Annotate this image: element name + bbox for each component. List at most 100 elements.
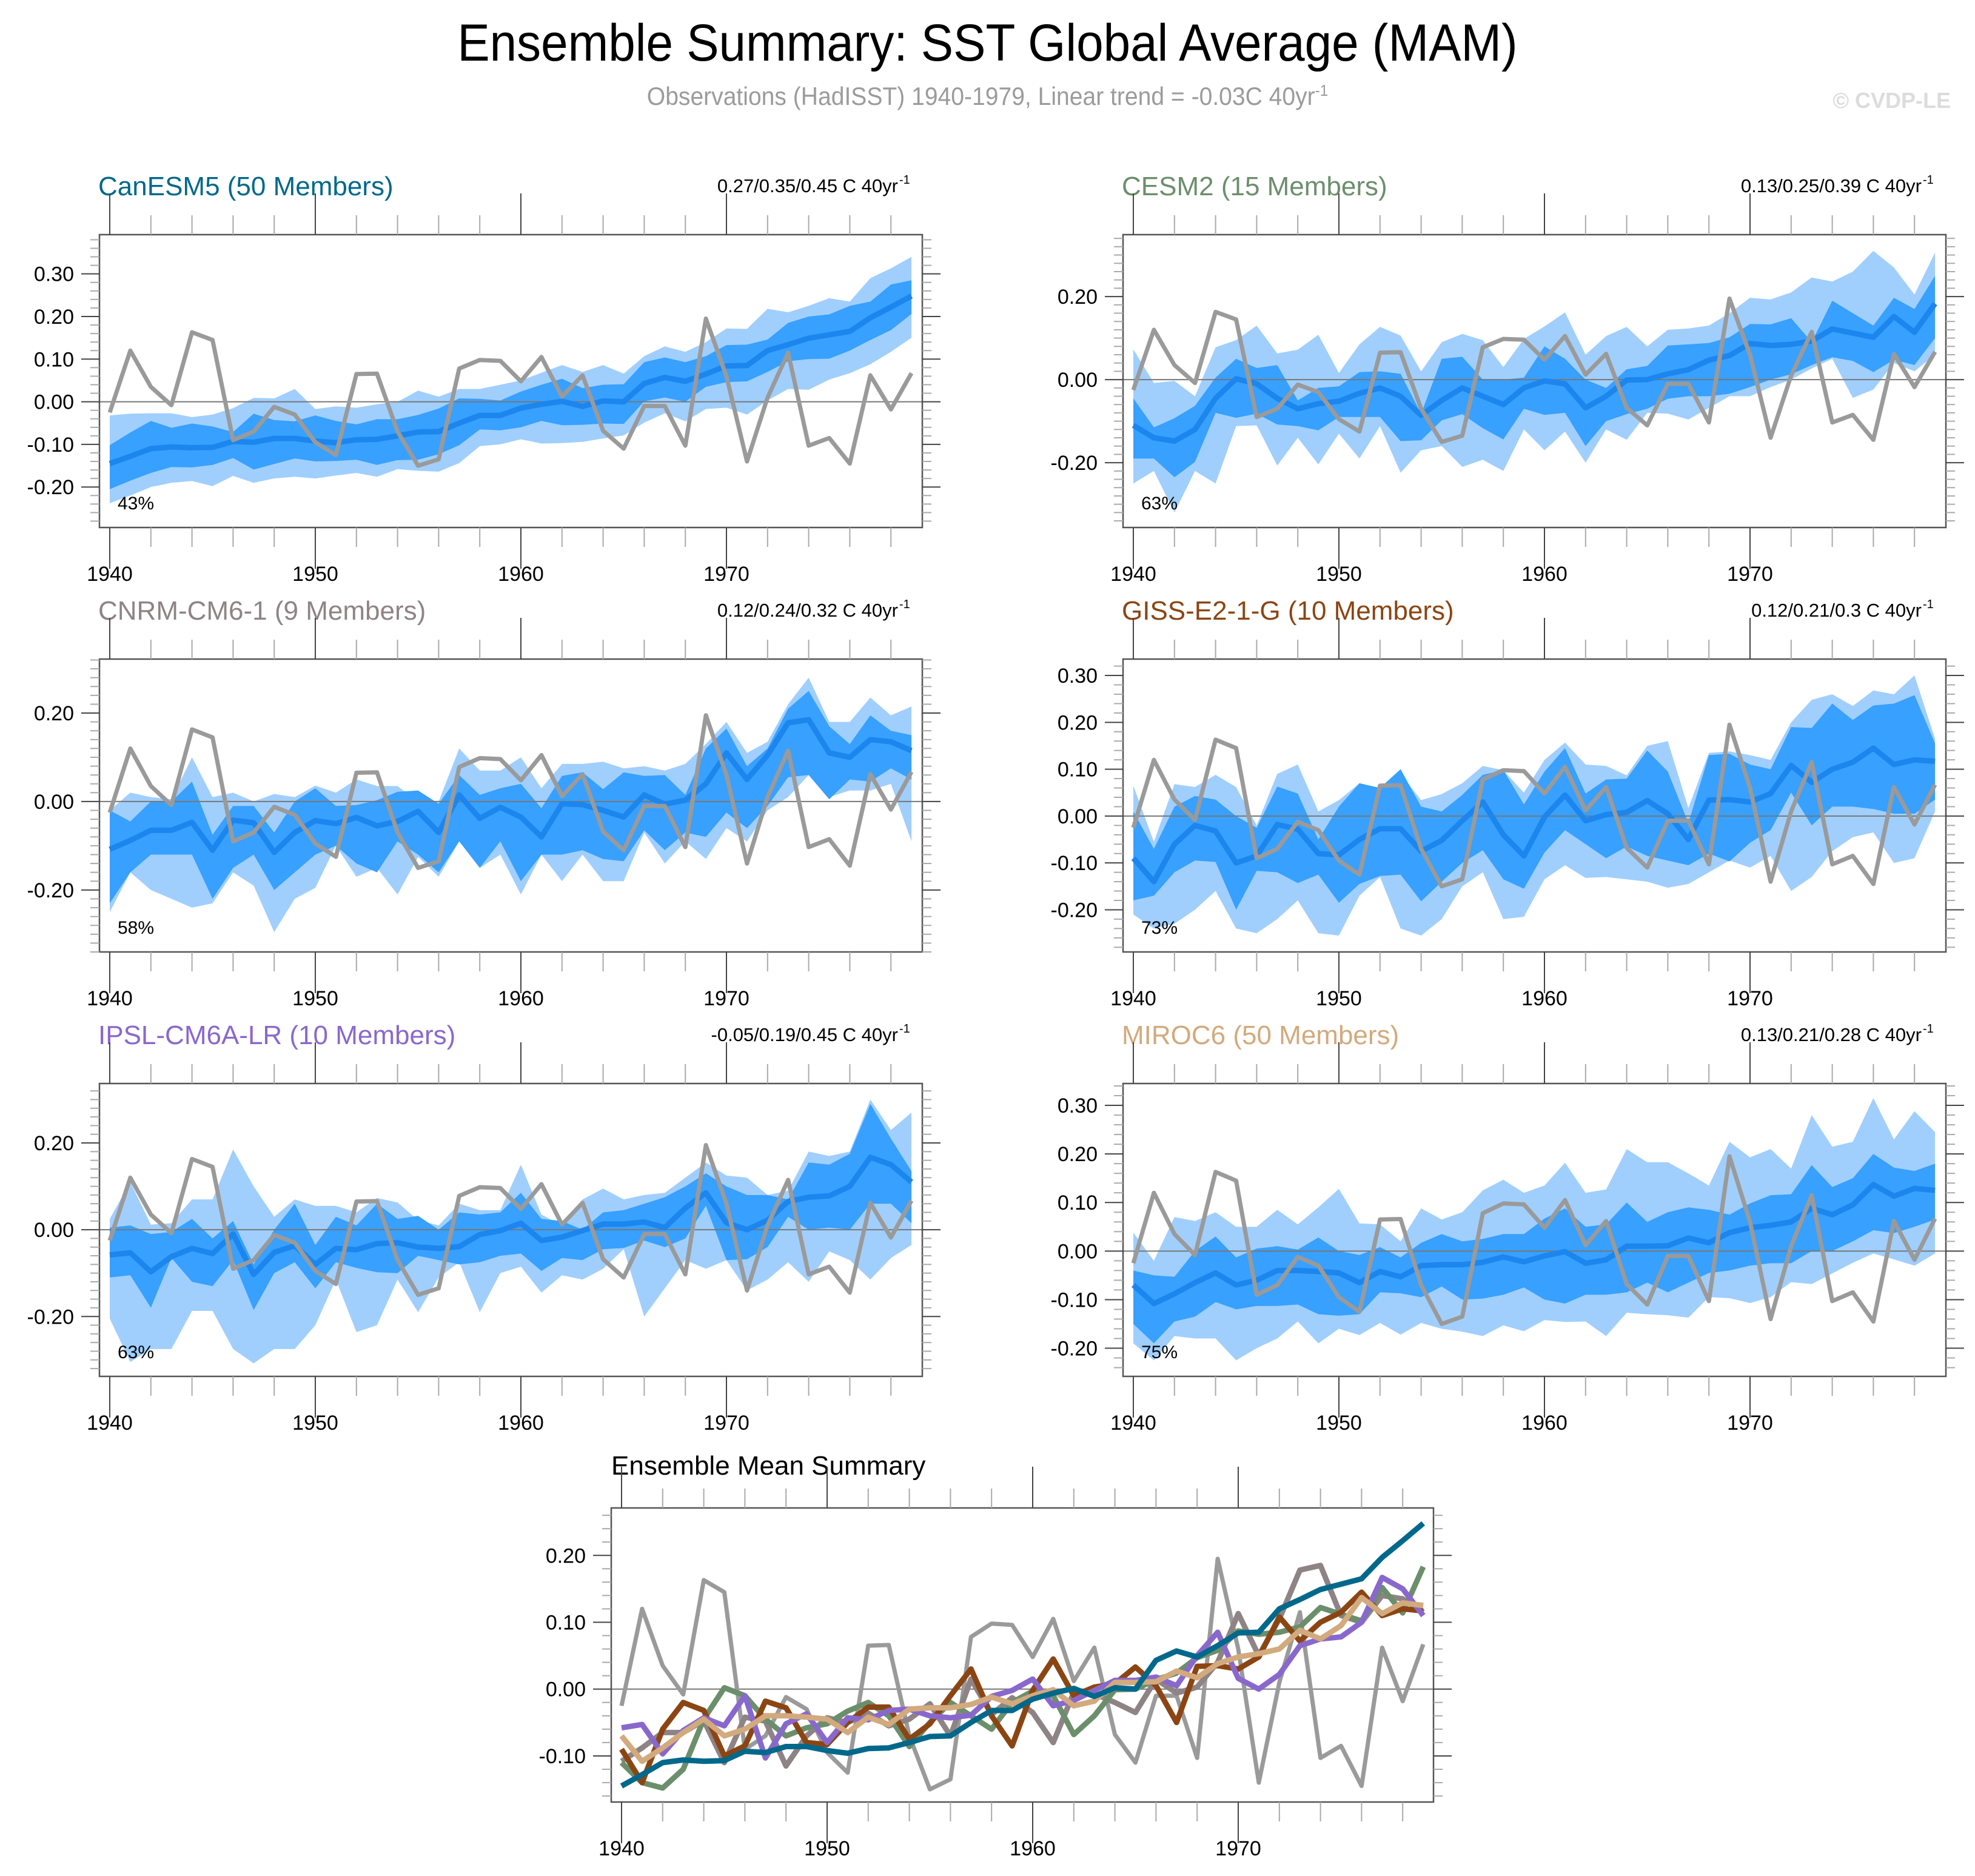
y-tick-label: 0.10 <box>1058 1191 1098 1214</box>
series-line-miroc6 <box>619 1595 1424 1764</box>
y-tick-label: -0.20 <box>27 1305 75 1328</box>
ensemble-mean-line <box>109 293 913 466</box>
plot-frame <box>610 1507 1435 1803</box>
panel-giss-e2-1-g: GISS-E2-1-G (10 Members) 0.12/0.21/0.3 C … <box>1051 596 1964 1010</box>
x-tick-label: 1940 <box>87 987 133 1010</box>
x-tick-label: 1940 <box>87 1412 133 1435</box>
plot-frame <box>98 658 924 953</box>
x-tick-label: 1950 <box>1316 563 1362 586</box>
figure-title: Ensemble Summary: SST Global Average (MA… <box>457 14 1518 72</box>
panel-title: Ensemble Mean Summary <box>611 1451 925 1481</box>
panel-title: CanESM5 (50 Members) <box>98 172 394 201</box>
y-tick-label: 0.30 <box>1058 1094 1098 1117</box>
plot-frame <box>1122 233 1947 529</box>
percent-label: 63% <box>1141 494 1178 514</box>
x-tick-label: 1960 <box>498 1412 544 1435</box>
series-line-canesm5 <box>620 1521 1426 1789</box>
trend-label: 0.12/0.21/0.3 C 40yr <box>1751 600 1922 621</box>
panel-cesm2: CESM2 (15 Members) 0.13/0.25/0.39 C 40yr -… <box>1051 172 1964 586</box>
x-tick-label: 1940 <box>1110 563 1156 586</box>
trend-superscript: -1 <box>899 173 910 187</box>
y-tick-label: 0.10 <box>1058 759 1098 782</box>
trend-label: -0.05/0.19/0.45 C 40yr <box>711 1024 898 1045</box>
y-tick-label: -0.20 <box>27 879 75 902</box>
panel-canesm5: CanESM5 (50 Members) 0.27/0.35/0.45 C 40y… <box>27 172 941 586</box>
y-tick-label: 0.00 <box>34 391 74 414</box>
x-tick-label: 1960 <box>498 987 544 1010</box>
trend-superscript: -1 <box>899 598 910 611</box>
plot-area <box>1123 1098 1946 1361</box>
ensemble-mean-line <box>109 717 913 856</box>
percent-label: 75% <box>1141 1342 1178 1362</box>
x-tick-label: 1970 <box>1727 1412 1773 1435</box>
panel-title: IPSL-CM6A-LR (10 Members) <box>98 1020 455 1050</box>
x-tick-label: 1940 <box>87 563 133 586</box>
panel-miroc6: MIROC6 (50 Members) 0.13/0.21/0.28 C 40yr… <box>1051 1020 1964 1435</box>
figure-subtitle: Observations (HadISST) 1940-1979, Linear… <box>69 81 1906 111</box>
plot-area <box>99 677 922 933</box>
plot-frame <box>1122 658 1947 953</box>
y-tick-label: -0.20 <box>27 476 75 499</box>
ensemble-mean-line <box>1132 302 1937 444</box>
percent-label: 73% <box>1141 918 1178 938</box>
x-tick-label: 1970 <box>703 1412 749 1435</box>
trend-label: 0.13/0.25/0.39 C 40yr <box>1741 175 1922 196</box>
x-tick-label: 1950 <box>292 1412 338 1435</box>
x-tick-label: 1970 <box>703 563 749 586</box>
observations-line <box>107 317 914 468</box>
y-tick-label: 0.30 <box>34 263 74 286</box>
panel-title: MIROC6 (50 Members) <box>1122 1020 1399 1050</box>
subtitle-text: Observations (HadISST) 1940-1979, Linear… <box>646 82 1315 110</box>
plot-frame <box>98 233 924 529</box>
trend-label: 0.27/0.35/0.45 C 40yr <box>717 175 898 196</box>
x-tick-label: 1960 <box>1521 1412 1568 1435</box>
y-tick-label: -0.10 <box>1051 852 1098 875</box>
y-tick-label: -0.20 <box>1051 1338 1098 1361</box>
y-tick-label: 0.00 <box>34 1219 74 1242</box>
series-line-observations <box>619 1556 1426 1792</box>
trend-label: 0.13/0.21/0.28 C 40yr <box>1741 1024 1922 1045</box>
trend-superscript: -1 <box>1923 1022 1934 1036</box>
percent-label: 43% <box>118 494 154 514</box>
percent-label: 63% <box>118 1342 154 1362</box>
x-tick-label: 1960 <box>1010 1837 1056 1860</box>
y-tick-label: 0.20 <box>34 1132 74 1155</box>
x-tick-label: 1960 <box>1521 987 1568 1010</box>
y-tick-label: 0.00 <box>34 791 74 814</box>
panel-ipsl-cm6a-lr: IPSL-CM6A-LR (10 Members) -0.05/0.19/0.45… <box>27 1020 941 1435</box>
x-tick-label: 1950 <box>1316 1412 1362 1435</box>
x-tick-label: 1950 <box>1316 987 1362 1010</box>
ensemble-mean-line <box>109 1154 914 1278</box>
observations-line <box>1131 722 1937 889</box>
y-tick-label: -0.20 <box>1051 899 1098 922</box>
x-tick-label: 1950 <box>292 987 338 1010</box>
y-tick-label: 0.20 <box>1058 1143 1098 1166</box>
x-tick-label: 1950 <box>292 563 338 586</box>
x-tick-label: 1960 <box>498 563 544 586</box>
x-tick-label: 1970 <box>703 987 749 1010</box>
y-tick-label: -0.10 <box>539 1745 586 1768</box>
x-tick-label: 1940 <box>1110 987 1156 1010</box>
plot-area <box>1123 250 1946 513</box>
observations-line <box>1131 296 1937 444</box>
plot-frame <box>1122 1082 1947 1378</box>
y-tick-label: 0.00 <box>546 1678 586 1701</box>
y-tick-label: -0.20 <box>1051 452 1098 475</box>
y-tick-label: -0.10 <box>1051 1288 1098 1312</box>
plot-area <box>1123 675 1946 936</box>
y-tick-label: 0.20 <box>546 1544 586 1567</box>
y-tick-label: 0.10 <box>34 348 74 371</box>
x-tick-label: 1970 <box>1727 987 1773 1010</box>
subtitle-superscript: -1 <box>1315 81 1329 99</box>
y-tick-label: -0.10 <box>27 434 75 457</box>
y-tick-label: 0.00 <box>1058 369 1098 392</box>
x-tick-label: 1950 <box>804 1837 850 1860</box>
trend-superscript: -1 <box>899 1022 910 1036</box>
band-10-90 <box>1133 1154 1936 1344</box>
observations-line <box>107 713 914 870</box>
x-tick-label: 1940 <box>599 1837 645 1860</box>
panel-title: GISS-E2-1-G (10 Members) <box>1122 596 1454 626</box>
trend-label: 0.12/0.24/0.32 C 40yr <box>717 600 898 621</box>
series-line-ipsl-cm6a-lr <box>621 1575 1426 1761</box>
